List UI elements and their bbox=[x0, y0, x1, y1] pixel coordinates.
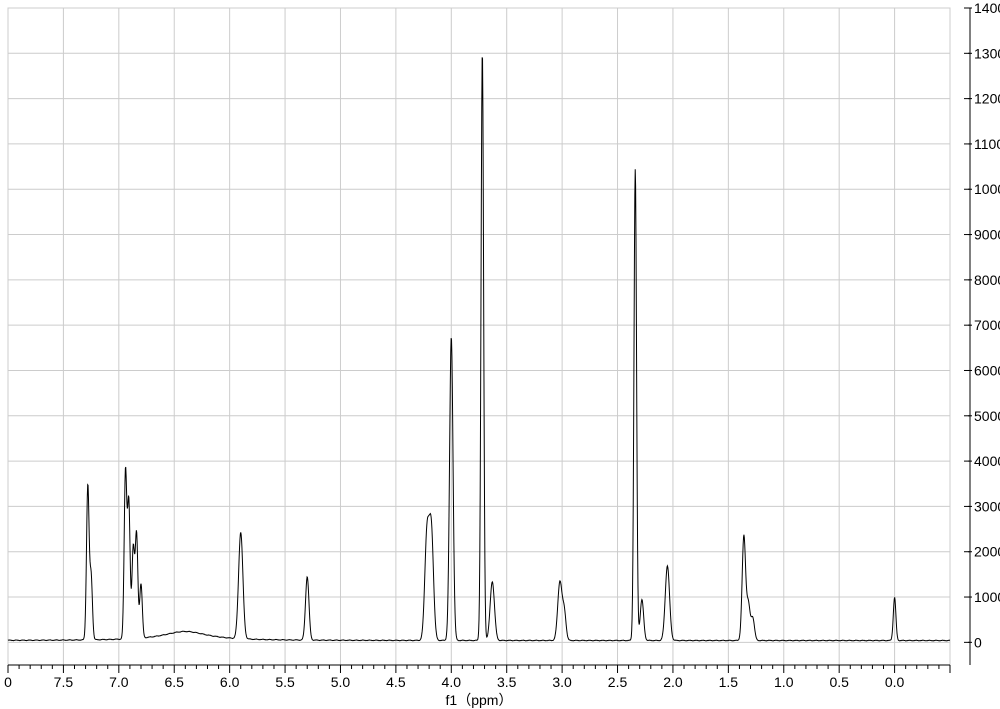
x-axis-label: f1（ppm） bbox=[446, 692, 513, 708]
x-tick-label: 2.5 bbox=[608, 674, 628, 690]
y-tick-label: 6000 bbox=[974, 362, 1000, 378]
x-tick-label: 0.0 bbox=[885, 674, 905, 690]
x-tick-label: 5.5 bbox=[275, 674, 295, 690]
y-tick-label: 2000 bbox=[974, 544, 1000, 560]
y-tick-label: 5000 bbox=[974, 408, 1000, 424]
x-tick-label: 6.0 bbox=[220, 674, 240, 690]
y-tick-label: 14000 bbox=[974, 0, 1000, 16]
x-tick-label: 7.0 bbox=[109, 674, 129, 690]
y-tick-label: 4000 bbox=[974, 453, 1000, 469]
plot-background bbox=[0, 0, 1000, 709]
y-tick-label: 3000 bbox=[974, 498, 1000, 514]
x-tick-label: 3.5 bbox=[497, 674, 517, 690]
y-tick-label: 12000 bbox=[974, 91, 1000, 107]
x-tick-label: 1.5 bbox=[719, 674, 739, 690]
x-tick-label: 7.5 bbox=[54, 674, 74, 690]
y-tick-label: 8000 bbox=[974, 272, 1000, 288]
y-tick-label: 9000 bbox=[974, 227, 1000, 243]
nmr-spectrum-chart: 0 7.5 7.0 6.5 6.0 5.5 5.0 4.5 4.0 3.5 3.0 2.5 2.0 1.5… bbox=[0, 0, 1000, 709]
y-tick-label: 10000 bbox=[974, 181, 1000, 197]
x-tick-label: 0 bbox=[4, 674, 12, 690]
x-tick-label: 0.5 bbox=[829, 674, 849, 690]
x-tick-label: 4.5 bbox=[386, 674, 406, 690]
x-tick-label: 3.0 bbox=[552, 674, 572, 690]
y-tick-label: 0 bbox=[974, 634, 982, 650]
x-tick-label: 2.0 bbox=[663, 674, 683, 690]
y-tick-label: 13000 bbox=[974, 45, 1000, 61]
y-tick-label: 11000 bbox=[974, 136, 1000, 152]
y-tick-label: 1000 bbox=[974, 589, 1000, 605]
x-tick-label: 5.0 bbox=[331, 674, 351, 690]
x-tick-label: 4.0 bbox=[442, 674, 462, 690]
y-tick-label: 7000 bbox=[974, 317, 1000, 333]
x-tick-label: 1.0 bbox=[774, 674, 794, 690]
x-tick-label: 6.5 bbox=[165, 674, 185, 690]
